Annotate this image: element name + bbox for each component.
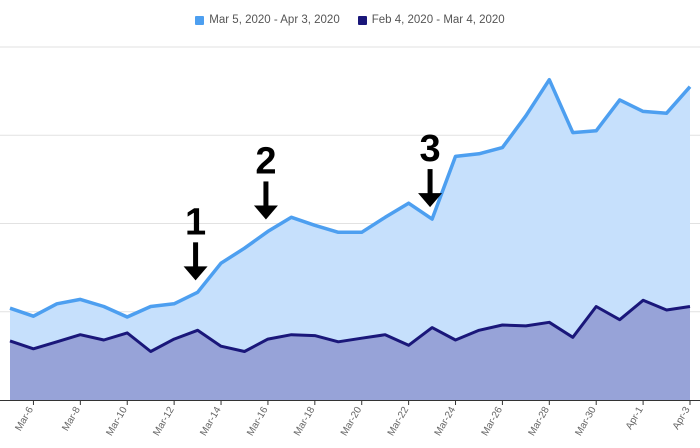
annotation-label: 1 [185,201,206,243]
legend-item-previous[interactable]: Feb 4, 2020 - Mar 4, 2020 [357,14,505,26]
x-tick-label: Mar-28 [527,405,553,438]
x-tick-label: Mar-24 [433,405,459,438]
annotation-label: 2 [255,140,276,182]
series-line-0 [9,77,692,319]
x-tick-label: Apr-3 [671,405,693,432]
x-tick-label: Mar-6 [13,405,36,433]
x-tick-label: Mar-20 [339,405,365,438]
x-tick-label: Mar-10 [104,405,130,438]
series-area-1 [10,300,690,400]
legend-item-current[interactable]: Mar 5, 2020 - Apr 3, 2020 [195,14,340,26]
annotation-arrow-head [418,193,443,208]
x-tick-label: Mar-30 [573,405,599,438]
x-tick-label: Mar-8 [60,405,83,433]
chart-areas [10,79,690,400]
legend-swatch-current [195,15,205,25]
x-tick-label: Mar-26 [480,405,506,438]
x-axis: Mar-6 Mar-8 Mar-10 Mar-12 Mar-14 Mar-16 Mar-18… [0,400,700,438]
annotation-label: 3 [419,128,440,170]
legend-label-previous: Feb 4, 2020 - Mar 4, 2020 [371,14,505,26]
chart-legend: Mar 5, 2020 - Apr 3, 2020 Feb 4, 2020 - … [0,14,700,26]
x-tick-label: Mar-22 [386,405,412,438]
series-line-1 [9,298,691,353]
annotations: 1 2 3 [183,128,443,281]
x-tick-label: Mar-18 [292,405,318,438]
legend-swatch-previous [357,15,367,25]
x-tick-label: Mar-16 [245,405,271,438]
series-area-0 [10,79,690,400]
annotation-arrow-head [253,205,278,220]
annotation-arrow-head [183,266,208,281]
x-tick-label: Mar-14 [198,405,224,438]
legend-label-current: Mar 5, 2020 - Apr 3, 2020 [209,14,340,26]
chart-lines [9,77,692,353]
x-tick-label: Mar-12 [151,405,177,438]
x-tick-label: Apr-1 [624,405,646,432]
